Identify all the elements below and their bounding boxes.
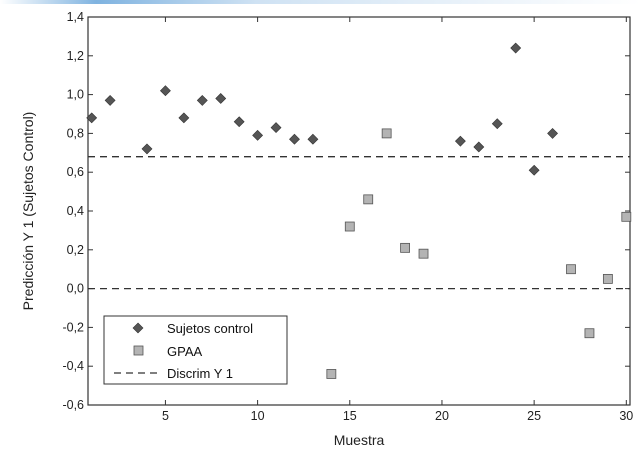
- x-tick-label: 10: [251, 409, 265, 423]
- legend-diamond-icon: [132, 322, 144, 334]
- y-tick-label: 1,0: [67, 88, 84, 102]
- gpaa-point: [363, 194, 374, 205]
- legend-label-discrim: Discrim Y 1: [167, 366, 233, 381]
- y-axis: -0,6 -0,4 -0,2 0,0 0,2 0,4 0,6 0,8 1,0 1,2 1,4: [62, 10, 630, 412]
- control-point: [86, 112, 98, 124]
- gpaa-point: [602, 273, 613, 284]
- control-point: [473, 141, 485, 153]
- y-tick-label: -0,4: [62, 359, 84, 373]
- control-point: [178, 112, 190, 124]
- x-tick-label: 30: [619, 409, 633, 423]
- control-point: [104, 94, 116, 106]
- gpaa-point: [400, 242, 410, 253]
- y-tick-label: 0,0: [67, 282, 84, 296]
- control-point: [233, 116, 245, 128]
- control-point: [289, 133, 300, 145]
- control-point: [491, 118, 503, 130]
- control-point: [510, 42, 522, 54]
- control-point: [528, 164, 540, 176]
- data-points: [86, 42, 632, 379]
- gpaa-point: [566, 264, 576, 275]
- y-tick-label: 0,6: [67, 165, 84, 179]
- gpaa-point: [418, 248, 429, 259]
- y-tick-label: 0,2: [67, 243, 84, 257]
- y-tick-label: 0,4: [67, 204, 84, 218]
- y-tick-label: 1,4: [67, 10, 84, 24]
- control-point: [307, 133, 319, 145]
- control-point: [547, 127, 558, 139]
- control-point: [252, 129, 264, 141]
- control-point: [270, 122, 282, 134]
- control-point: [454, 135, 466, 147]
- y-axis-title: Predicción Y 1 (Sujetos Control): [20, 112, 36, 311]
- gpaa-point: [344, 221, 355, 232]
- control-point: [160, 85, 171, 97]
- gpaa-point: [584, 328, 595, 339]
- x-tick-label: 15: [343, 409, 357, 423]
- gpaa-point: [621, 211, 632, 222]
- gpaa-point: [381, 128, 392, 139]
- control-point: [196, 94, 208, 106]
- control-point: [141, 143, 153, 155]
- legend-square-icon: [133, 345, 144, 356]
- top-decorative-strip: [0, 0, 641, 4]
- legend-label-gpaa: GPAA: [167, 344, 202, 359]
- y-tick-label: -0,6: [62, 398, 84, 412]
- x-axis-title: Muestra: [334, 432, 385, 448]
- x-tick-label: 5: [162, 409, 169, 423]
- x-axis: 5 10 15 20 25 30: [162, 17, 633, 423]
- x-tick-label: 25: [527, 409, 541, 423]
- legend: Sujetos control GPAA Discrim Y 1: [103, 315, 288, 385]
- y-tick-label: 1,2: [67, 49, 84, 63]
- y-tick-label: 0,8: [67, 126, 84, 140]
- y-tick-label: -0,2: [62, 320, 84, 334]
- gpaa-point: [326, 369, 337, 379]
- control-point: [215, 93, 227, 104]
- legend-label-control: Sujetos control: [167, 321, 253, 336]
- reference-lines: [88, 156, 630, 290]
- x-tick-label: 20: [435, 409, 449, 423]
